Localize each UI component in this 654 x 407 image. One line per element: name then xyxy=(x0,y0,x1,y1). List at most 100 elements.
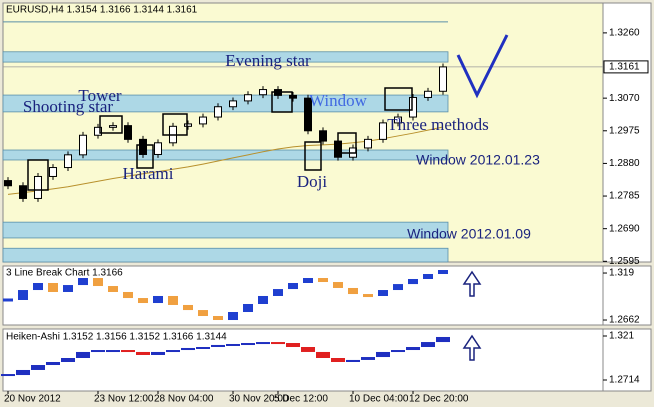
ha-bar xyxy=(106,350,120,353)
annotation: Window 2012.01.23 xyxy=(416,152,540,168)
zone xyxy=(2,221,449,239)
line-break-panel xyxy=(2,265,604,326)
annotation: Shooting star xyxy=(23,97,114,116)
candle-body xyxy=(244,94,252,102)
ha-bar xyxy=(1,374,15,377)
y-tick-label: 1.2785 xyxy=(609,191,640,202)
brick xyxy=(318,278,328,283)
brick xyxy=(348,287,358,295)
candle-body xyxy=(79,134,87,156)
pattern-box xyxy=(384,87,413,111)
brick xyxy=(378,290,388,296)
y-tick-label: 1.3260 xyxy=(609,28,640,39)
up-arrow xyxy=(462,334,482,361)
ha-bar xyxy=(16,369,30,376)
candle-body xyxy=(424,90,432,98)
candle-body xyxy=(289,94,297,99)
brick xyxy=(228,312,238,321)
candle-body xyxy=(64,154,72,169)
pattern-box xyxy=(27,159,49,191)
brick xyxy=(33,282,43,291)
brick xyxy=(198,310,208,317)
ha-bar xyxy=(301,347,315,352)
brick xyxy=(108,286,118,292)
ha-bar xyxy=(31,365,45,370)
brick xyxy=(288,282,298,290)
chart-title: EURUSD,H4 1.3154 1.3166 1.3144 1.3161 xyxy=(6,5,198,16)
brick xyxy=(273,289,283,296)
brick xyxy=(213,316,223,321)
brick xyxy=(63,285,73,292)
pattern-box xyxy=(162,113,188,136)
brick xyxy=(438,270,448,275)
ha-bar xyxy=(376,351,390,358)
brick xyxy=(138,298,148,304)
x-tick-label: 20 Nov 2012 xyxy=(4,394,61,405)
y-tick-label: 1.2595 xyxy=(609,256,640,267)
ha-bar xyxy=(91,350,105,353)
candle-body xyxy=(379,122,387,140)
brick xyxy=(123,291,133,299)
brick xyxy=(423,274,433,279)
ha-bar xyxy=(271,342,285,345)
pattern-box xyxy=(337,132,357,154)
brick xyxy=(78,278,88,286)
ha-bar xyxy=(121,350,135,353)
price-axis xyxy=(602,2,652,263)
ha-bar xyxy=(316,351,330,359)
candle-body xyxy=(319,130,327,142)
ha-bar xyxy=(406,347,420,351)
candle-body xyxy=(409,96,417,118)
ha-bar xyxy=(226,343,240,346)
brick xyxy=(153,295,163,304)
ha-bar xyxy=(391,350,405,353)
heiken-ashi-axis xyxy=(602,328,652,392)
y-tick-label: 1.2714 xyxy=(609,375,640,386)
plot-layer: 1.3260 1.3070 1.2975 1.2880 1.2785 1.2690 1.25… xyxy=(1,21,649,405)
candle-body xyxy=(229,100,237,108)
annotation: Window xyxy=(309,91,368,110)
candle-body xyxy=(364,138,372,149)
x-tick-label: 12 Dec 20:00 xyxy=(409,394,469,405)
check-mark xyxy=(456,34,509,99)
candle-body xyxy=(139,138,147,155)
annotation: Doji xyxy=(297,172,328,191)
x-tick-label: 30 Nov 20:00 xyxy=(229,394,289,405)
candle-body xyxy=(184,123,192,127)
annotation: Window 2012.01.09 xyxy=(407,226,531,242)
heiken-ashi-panel xyxy=(2,328,604,392)
line-break-axis xyxy=(602,265,652,326)
panel-title: 3 Line Break Chart 1.3166 xyxy=(6,268,123,279)
ha-bar xyxy=(181,347,195,351)
zone xyxy=(2,51,449,63)
zone xyxy=(2,149,449,161)
pattern-box xyxy=(99,115,123,134)
candle-body xyxy=(259,89,267,96)
candle-body xyxy=(19,185,27,199)
pattern-boxes xyxy=(27,87,413,191)
brick xyxy=(393,284,403,291)
brick xyxy=(183,304,193,311)
ha-bar xyxy=(256,342,270,345)
candle-body xyxy=(4,180,12,187)
brick xyxy=(303,278,313,283)
candle-body xyxy=(94,126,102,136)
candle-body xyxy=(439,66,447,92)
x-tick-label: 10 Dec 04:00 xyxy=(349,394,409,405)
last-price-box xyxy=(603,60,649,74)
candle-body xyxy=(304,97,312,132)
ha-bar xyxy=(151,351,165,355)
y-tick-label: 1.2880 xyxy=(609,158,640,169)
brick xyxy=(333,282,343,288)
brick xyxy=(168,295,178,305)
y-tick-label: 1.2975 xyxy=(609,125,640,136)
ha-bar xyxy=(211,344,225,348)
brick xyxy=(408,278,418,285)
ha-bar xyxy=(331,358,345,362)
brick xyxy=(18,290,28,300)
candle-body xyxy=(154,142,162,155)
y-tick-label: 1.321 xyxy=(609,331,634,342)
x-tick-label: 5 Dec 12:00 xyxy=(274,394,328,405)
candle-body xyxy=(394,116,402,124)
ha-bar xyxy=(76,351,90,359)
